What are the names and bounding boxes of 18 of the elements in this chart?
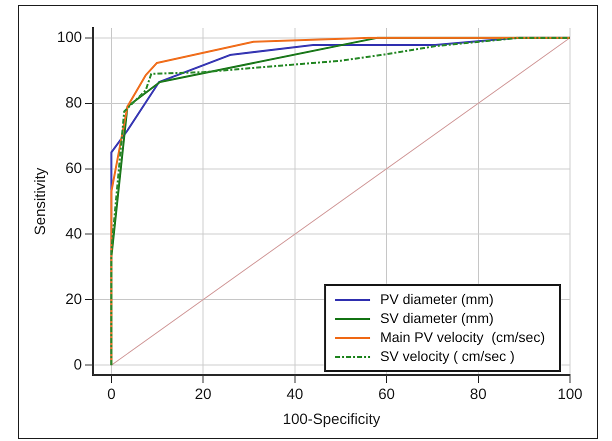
x-tick-label: 80	[470, 386, 487, 404]
y-tick-label: 80	[65, 94, 82, 112]
legend-label: Main PV velocity (cm/sec)	[380, 328, 546, 345]
legend-label: SV diameter (mm)	[380, 310, 494, 326]
y-tick-label: 60	[65, 160, 82, 177]
x-axis-title: 100-Specificity	[282, 411, 381, 428]
y-tick-label: 0	[74, 356, 82, 374]
x-tick-label: 20	[194, 386, 212, 404]
x-tick-label: 60	[378, 386, 395, 404]
x-tick-label: 40	[286, 386, 304, 404]
y-tick-label: 100	[56, 28, 82, 46]
x-tick-label: 100	[557, 386, 583, 404]
y-tick-label: 20	[65, 290, 82, 308]
x-tick-label: 0	[107, 386, 116, 404]
legend-label: PV diameter (mm)	[380, 290, 494, 307]
y-axis-title: Sensitivity	[32, 167, 50, 236]
y-tick-label: 40	[65, 225, 82, 242]
legend-label: SV velocity ( cm/sec )	[380, 348, 515, 364]
